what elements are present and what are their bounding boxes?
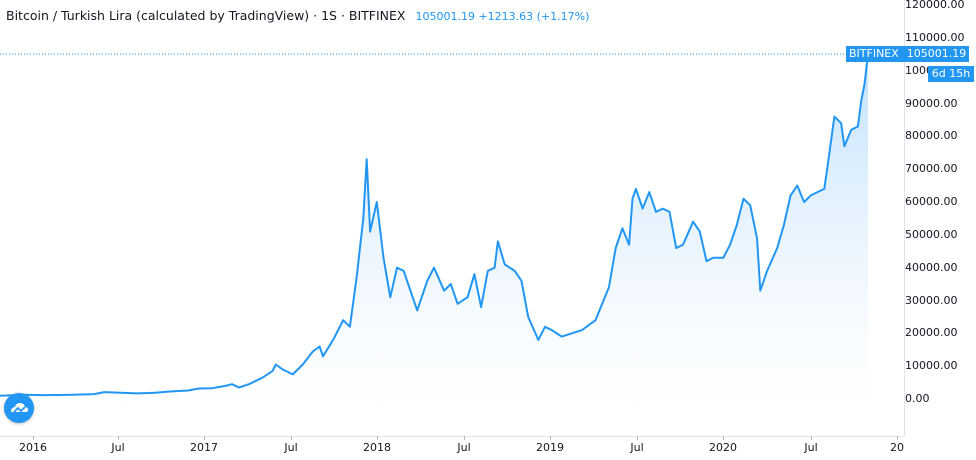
time-tick-mark: [897, 436, 898, 440]
chart-legend: Bitcoin / Turkish Lira (calculated by Tr…: [6, 8, 589, 23]
price-series-line: [0, 54, 869, 397]
time-tick-mark: [33, 436, 34, 440]
time-tick-mark: [204, 436, 205, 440]
time-tick-mark: [637, 436, 638, 440]
time-tick-label: 2017: [190, 441, 218, 454]
price-tick-label: 20000.00: [905, 326, 958, 340]
time-tick-mark: [118, 436, 119, 440]
price-tick-label: 90000.00: [905, 96, 958, 110]
time-tick-label: Jul: [284, 441, 298, 454]
time-tick-mark: [723, 436, 724, 440]
symbol-title[interactable]: Bitcoin / Turkish Lira (calculated by Tr…: [6, 8, 406, 23]
time-tick-mark: [377, 436, 378, 440]
last-price-label: BITFINEX 105001.19: [846, 46, 970, 62]
time-tick-label: 2019: [536, 441, 564, 454]
time-tick-label: 20: [890, 441, 904, 454]
time-tick-mark: [811, 436, 812, 440]
last-price-value: 105001.19: [906, 47, 967, 60]
price-tick-label: 40000.00: [905, 260, 958, 274]
time-tick-label: 2018: [363, 441, 391, 454]
price-tick-label: 60000.00: [905, 195, 958, 208]
time-tick-label: Jul: [804, 441, 818, 454]
time-tick-label: Jul: [457, 441, 471, 454]
price-axis[interactable]: [904, 0, 976, 436]
time-tick-mark: [464, 436, 465, 440]
time-tick-label: Jul: [111, 441, 125, 454]
exchange-label: BITFINEX: [849, 47, 899, 60]
price-tick-label: 120000.00: [905, 0, 965, 11]
time-tick-mark: [550, 436, 551, 440]
time-tick-label: 2016: [19, 441, 47, 454]
price-tick-label: 50000.00: [905, 227, 958, 241]
price-chart-plot[interactable]: [0, 0, 904, 436]
time-tick-mark: [291, 436, 292, 440]
price-area-fill: [0, 54, 868, 412]
time-tick-label: 2020: [709, 441, 737, 454]
price-tick-label: 30000.00: [905, 293, 958, 307]
bar-close-countdown: 6d 15h: [928, 66, 974, 82]
price-tick-label: 10000.00: [905, 359, 958, 373]
price-tick-label: 80000.00: [905, 129, 958, 143]
price-tick-label: 70000.00: [905, 162, 958, 176]
last-price-change: 105001.19 +1213.63 (+1.17%): [415, 10, 590, 23]
time-axis[interactable]: [0, 436, 904, 460]
tradingview-cloud-logo-icon[interactable]: [4, 393, 34, 423]
time-tick-label: Jul: [630, 441, 644, 454]
price-tick-label: 0.00: [905, 392, 930, 405]
price-tick-label: 110000.00: [905, 30, 965, 44]
